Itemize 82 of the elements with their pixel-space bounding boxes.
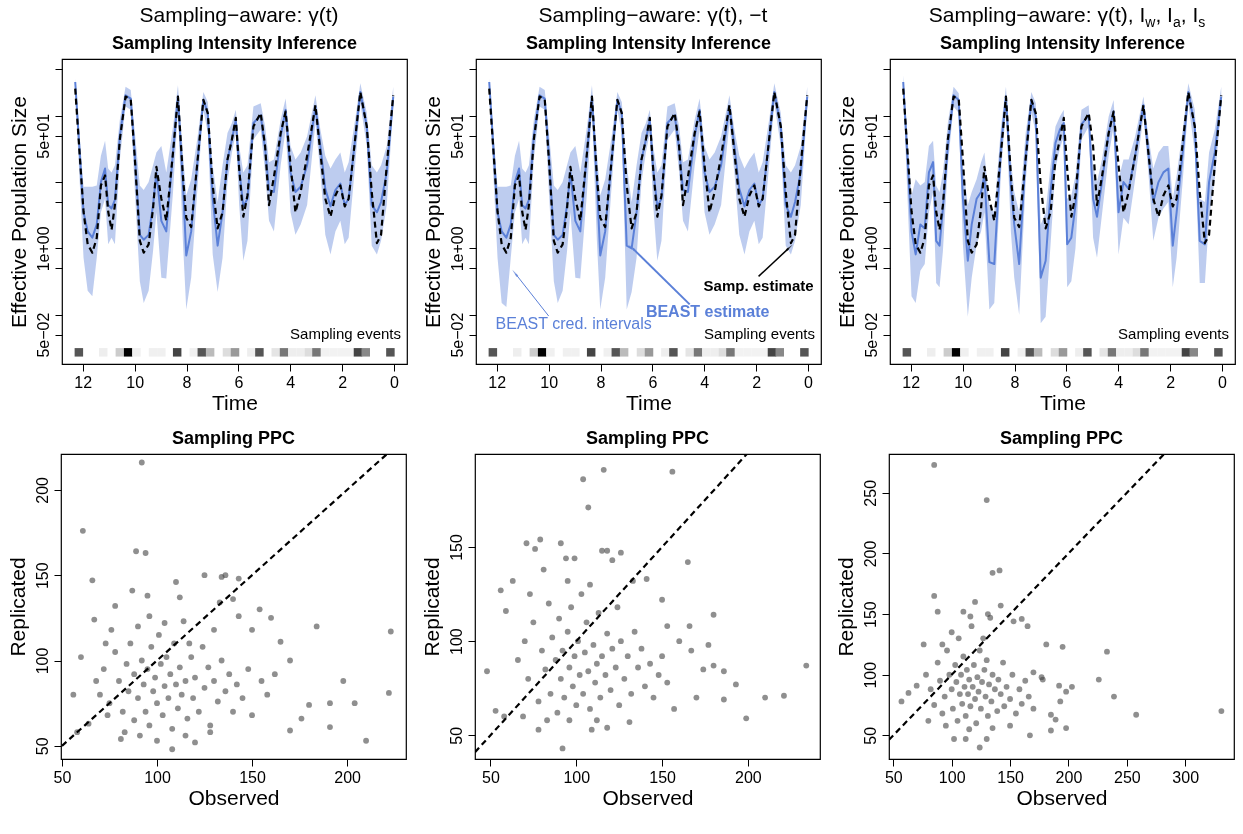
x-tick-label: 100 <box>938 768 966 786</box>
annotation: BEAST estimate <box>645 303 770 321</box>
x-tick-label: 4 <box>1114 373 1124 391</box>
x-tick-label: 200 <box>1055 768 1083 786</box>
y-tick-label: 150 <box>447 534 465 561</box>
x-tick-label: 250 <box>1113 768 1141 786</box>
annotation: Samp. estimate <box>703 277 814 295</box>
x-tick-label: 12 <box>74 373 93 391</box>
x-tick-label: 2 <box>1166 373 1176 391</box>
y-tick-label: 5e−02 <box>448 312 466 358</box>
y-tick-label: 5e−02 <box>862 312 880 358</box>
x-tick-label: 300 <box>1172 768 1200 786</box>
x-tick-label: 4 <box>286 373 296 391</box>
x-tick-label: 8 <box>596 373 606 391</box>
chart-title: Sampling PPC <box>999 428 1124 448</box>
y-axis-title: Effective Population Size <box>420 96 444 328</box>
chart-title: Sampling−aware: γ(t) <box>138 2 340 28</box>
x-tick-label: 8 <box>182 373 192 391</box>
x-axis-title: Observed <box>1016 785 1108 809</box>
x-tick-label: 6 <box>1062 373 1072 391</box>
y-axis-title: Replicated <box>833 557 857 657</box>
y-tick-label: 5e+01 <box>448 113 466 159</box>
y-tick-label: 5e−02 <box>34 312 52 358</box>
x-tick-label: 50 <box>884 768 903 786</box>
y-tick-label: 100 <box>861 661 879 689</box>
x-tick-label: 2 <box>338 373 348 391</box>
y-tick-label: 50 <box>33 737 51 756</box>
y-tick-label: 100 <box>447 628 465 655</box>
x-tick-label: 4 <box>700 373 710 391</box>
chart-subtitle: Sampling Intensity Inference <box>939 33 1186 53</box>
x-tick-label: 100 <box>144 768 171 786</box>
y-tick-label: 150 <box>33 562 51 590</box>
y-tick-label: 50 <box>861 726 879 745</box>
chart-title: Sampling PPC <box>585 428 710 448</box>
y-tick-label: 5e+01 <box>34 113 52 159</box>
y-axis-title: Replicated <box>5 557 29 657</box>
x-tick-label: 8 <box>1010 373 1020 391</box>
y-tick-label: 1e+00 <box>34 226 52 272</box>
x-axis-title: Observed <box>602 785 694 809</box>
y-tick-label: 200 <box>33 476 51 504</box>
x-tick-label: 12 <box>488 373 507 391</box>
y-tick-label: 100 <box>33 647 51 675</box>
x-tick-label: 200 <box>735 768 762 786</box>
x-tick-label: 12 <box>902 373 921 391</box>
x-tick-label: 10 <box>126 373 145 391</box>
annotation: Sampling events <box>1118 325 1229 342</box>
annotation: Sampling events <box>290 325 401 342</box>
annotation: Sampling events <box>704 325 815 342</box>
y-axis-title: Effective Population Size <box>6 96 30 328</box>
x-tick-label: 150 <box>997 768 1025 786</box>
y-tick-label: 150 <box>861 601 879 628</box>
x-axis-title: Observed <box>188 785 280 809</box>
x-tick-label: 2 <box>752 373 762 391</box>
x-tick-label: 10 <box>540 373 559 391</box>
chart-title: Sampling−aware: γ(t), I$_{w}$, I$_{a}$, I$_{s}$ <box>927 2 1207 31</box>
chart-subtitle: Sampling Intensity Inference <box>525 33 772 53</box>
y-tick-label: 50 <box>447 726 465 745</box>
x-axis-title: Time <box>1040 390 1086 414</box>
x-tick-label: 6 <box>648 373 658 391</box>
chart-title: Sampling−aware: γ(t), −t <box>537 2 769 28</box>
x-tick-label: 10 <box>954 373 973 391</box>
y-tick-label: 1e+00 <box>862 226 880 272</box>
chart-subtitle: Sampling Intensity Inference <box>111 33 358 53</box>
y-axis-title: Replicated <box>419 557 443 657</box>
x-tick-label: 150 <box>239 768 266 786</box>
x-tick-label: 50 <box>53 768 72 786</box>
x-tick-label: 0 <box>804 373 814 391</box>
x-tick-label: 50 <box>482 768 500 786</box>
y-tick-label: 200 <box>861 540 879 568</box>
y-tick-label: 5e+01 <box>862 113 880 159</box>
x-tick-label: 0 <box>1218 373 1228 391</box>
x-axis-title: Time <box>626 390 672 414</box>
x-tick-label: 100 <box>563 768 591 786</box>
x-axis-title: Time <box>212 390 258 414</box>
y-tick-label: 250 <box>861 479 879 507</box>
x-tick-label: 150 <box>649 768 677 786</box>
x-tick-label: 6 <box>234 373 244 391</box>
x-tick-label: 0 <box>390 373 400 391</box>
y-tick-label: 1e+00 <box>448 226 466 272</box>
chart-title: Sampling PPC <box>171 428 296 448</box>
y-axis-title: Effective Population Size <box>834 96 858 328</box>
x-tick-label: 200 <box>334 768 362 786</box>
